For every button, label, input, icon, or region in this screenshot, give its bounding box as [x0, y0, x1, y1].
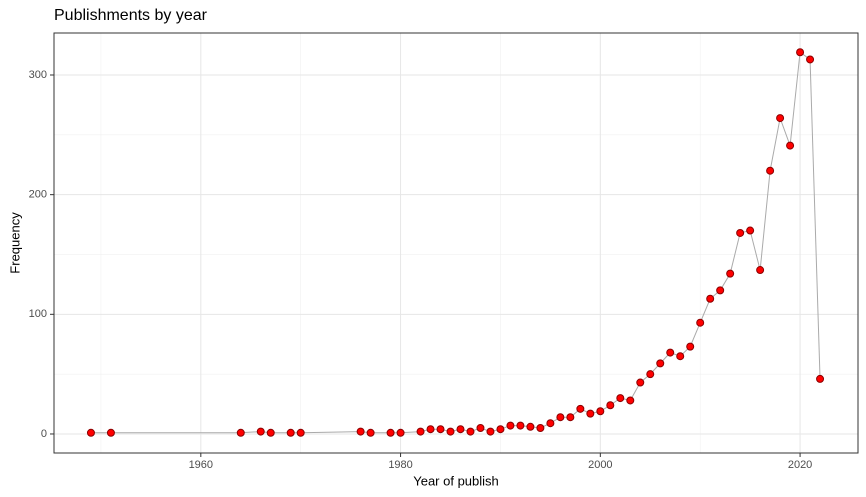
- point: [646, 370, 655, 379]
- point: [596, 407, 605, 416]
- point: [716, 286, 725, 295]
- line: [90, 51, 821, 434]
- point: [286, 428, 295, 437]
- point: [546, 419, 555, 428]
- point: [446, 427, 455, 436]
- point: [386, 428, 395, 437]
- point: [776, 114, 785, 123]
- x-tick-label: 1980: [388, 459, 412, 471]
- point: [706, 294, 715, 303]
- point: [696, 318, 705, 327]
- point: [816, 374, 825, 383]
- point: [796, 48, 805, 57]
- point: [556, 413, 565, 422]
- point: [456, 425, 465, 434]
- point: [526, 422, 535, 431]
- point: [746, 226, 755, 235]
- point: [396, 428, 405, 437]
- point: [416, 427, 425, 436]
- y-tick-label: 0: [41, 428, 47, 440]
- x-tick-label: 2000: [588, 459, 612, 471]
- point: [496, 425, 505, 434]
- point: [266, 428, 275, 437]
- point: [356, 427, 365, 436]
- point: [756, 266, 765, 275]
- point: [806, 55, 815, 64]
- point: [466, 427, 475, 436]
- point: [566, 413, 575, 422]
- point: [536, 423, 545, 432]
- point: [786, 141, 795, 150]
- panel-border: [53, 32, 859, 454]
- point: [506, 421, 515, 430]
- point: [606, 401, 615, 410]
- y-axis-label: Frequency: [7, 212, 22, 274]
- point: [256, 427, 265, 436]
- point: [576, 404, 585, 413]
- point: [236, 428, 245, 437]
- y-tick-label: 100: [29, 308, 47, 320]
- point: [516, 421, 525, 430]
- x-tick-label: 2020: [788, 459, 812, 471]
- point: [296, 428, 305, 437]
- point: [426, 425, 435, 434]
- point: [726, 269, 735, 278]
- point: [636, 378, 645, 387]
- x-axis-label: Year of publish: [413, 473, 499, 488]
- point: [586, 409, 595, 418]
- point: [476, 423, 485, 432]
- point: [106, 428, 115, 437]
- point: [486, 427, 495, 436]
- point: [686, 342, 695, 351]
- point: [666, 348, 675, 357]
- point: [626, 396, 635, 405]
- y-tick-label: 300: [29, 69, 47, 81]
- point: [676, 352, 685, 361]
- point: [736, 228, 745, 237]
- chart-title: Publishments by year: [54, 7, 208, 24]
- point: [616, 394, 625, 403]
- point: [766, 166, 775, 175]
- point: [86, 428, 95, 437]
- point: [366, 428, 375, 437]
- point: [436, 425, 445, 434]
- point: [656, 359, 665, 368]
- x-tick-label: 1960: [189, 459, 213, 471]
- y-tick-label: 200: [29, 189, 47, 201]
